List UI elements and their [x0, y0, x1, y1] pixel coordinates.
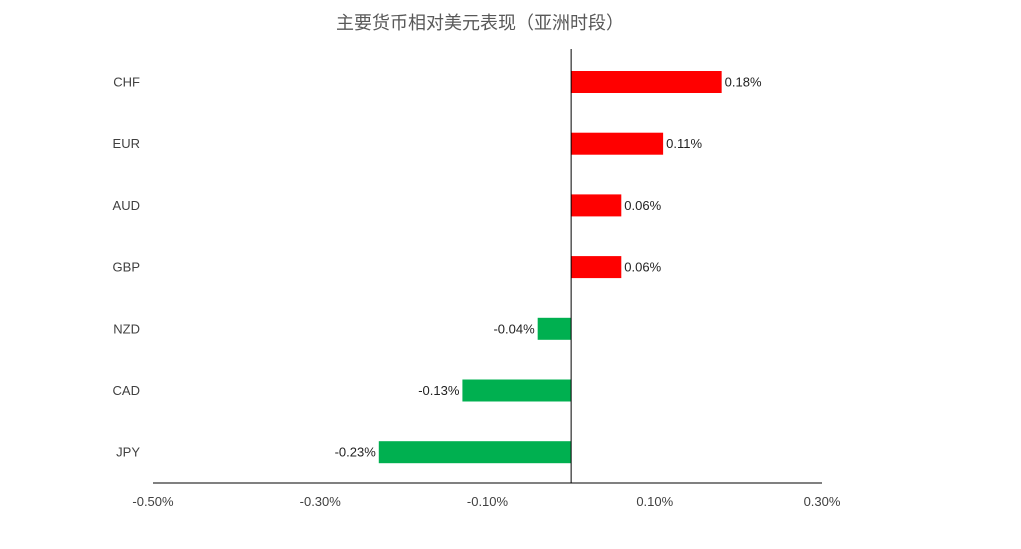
data-label-chf: 0.18% — [725, 75, 762, 90]
data-label-nzd: -0.04% — [493, 321, 535, 336]
category-label-cad: CAD — [113, 383, 140, 398]
category-labels: CHF EUR AUD GBP NZD CAD JPY — [113, 75, 141, 460]
x-tick-labels: -0.50% -0.30% -0.10% 0.10% 0.30% — [132, 494, 840, 509]
data-label-gbp: 0.06% — [624, 260, 661, 275]
x-tick-label: -0.50% — [132, 494, 174, 509]
category-label-eur: EUR — [113, 136, 140, 151]
category-label-jpy: JPY — [116, 445, 140, 460]
x-tick-label: -0.30% — [300, 494, 342, 509]
category-label-nzd: NZD — [113, 321, 140, 336]
x-tick-label: 0.10% — [636, 494, 673, 509]
category-label-aud: AUD — [113, 198, 140, 213]
category-label-chf: CHF — [113, 75, 140, 90]
x-tick-label: 0.30% — [804, 494, 841, 509]
bar-cad — [462, 379, 572, 402]
axes-layer — [153, 49, 822, 484]
bars-layer — [378, 71, 722, 464]
bar-gbp — [571, 256, 622, 279]
bar-nzd — [537, 317, 572, 340]
data-label-cad: -0.13% — [418, 383, 460, 398]
bar-chf — [571, 71, 722, 93]
chart-title: 主要货币相对美元表现（亚洲时段） — [336, 13, 624, 34]
data-labels: 0.18% 0.11% 0.06% 0.06% -0.04% -0.13% -0.23% — [335, 75, 762, 460]
x-tick-label: -0.10% — [467, 494, 509, 509]
category-label-gbp: GBP — [113, 260, 140, 275]
bar-aud — [571, 194, 622, 217]
data-label-eur: 0.11% — [666, 136, 702, 151]
data-label-aud: 0.06% — [624, 198, 661, 213]
data-label-jpy: -0.23% — [335, 445, 377, 460]
bar-jpy — [378, 441, 572, 464]
bar-eur — [571, 132, 664, 155]
